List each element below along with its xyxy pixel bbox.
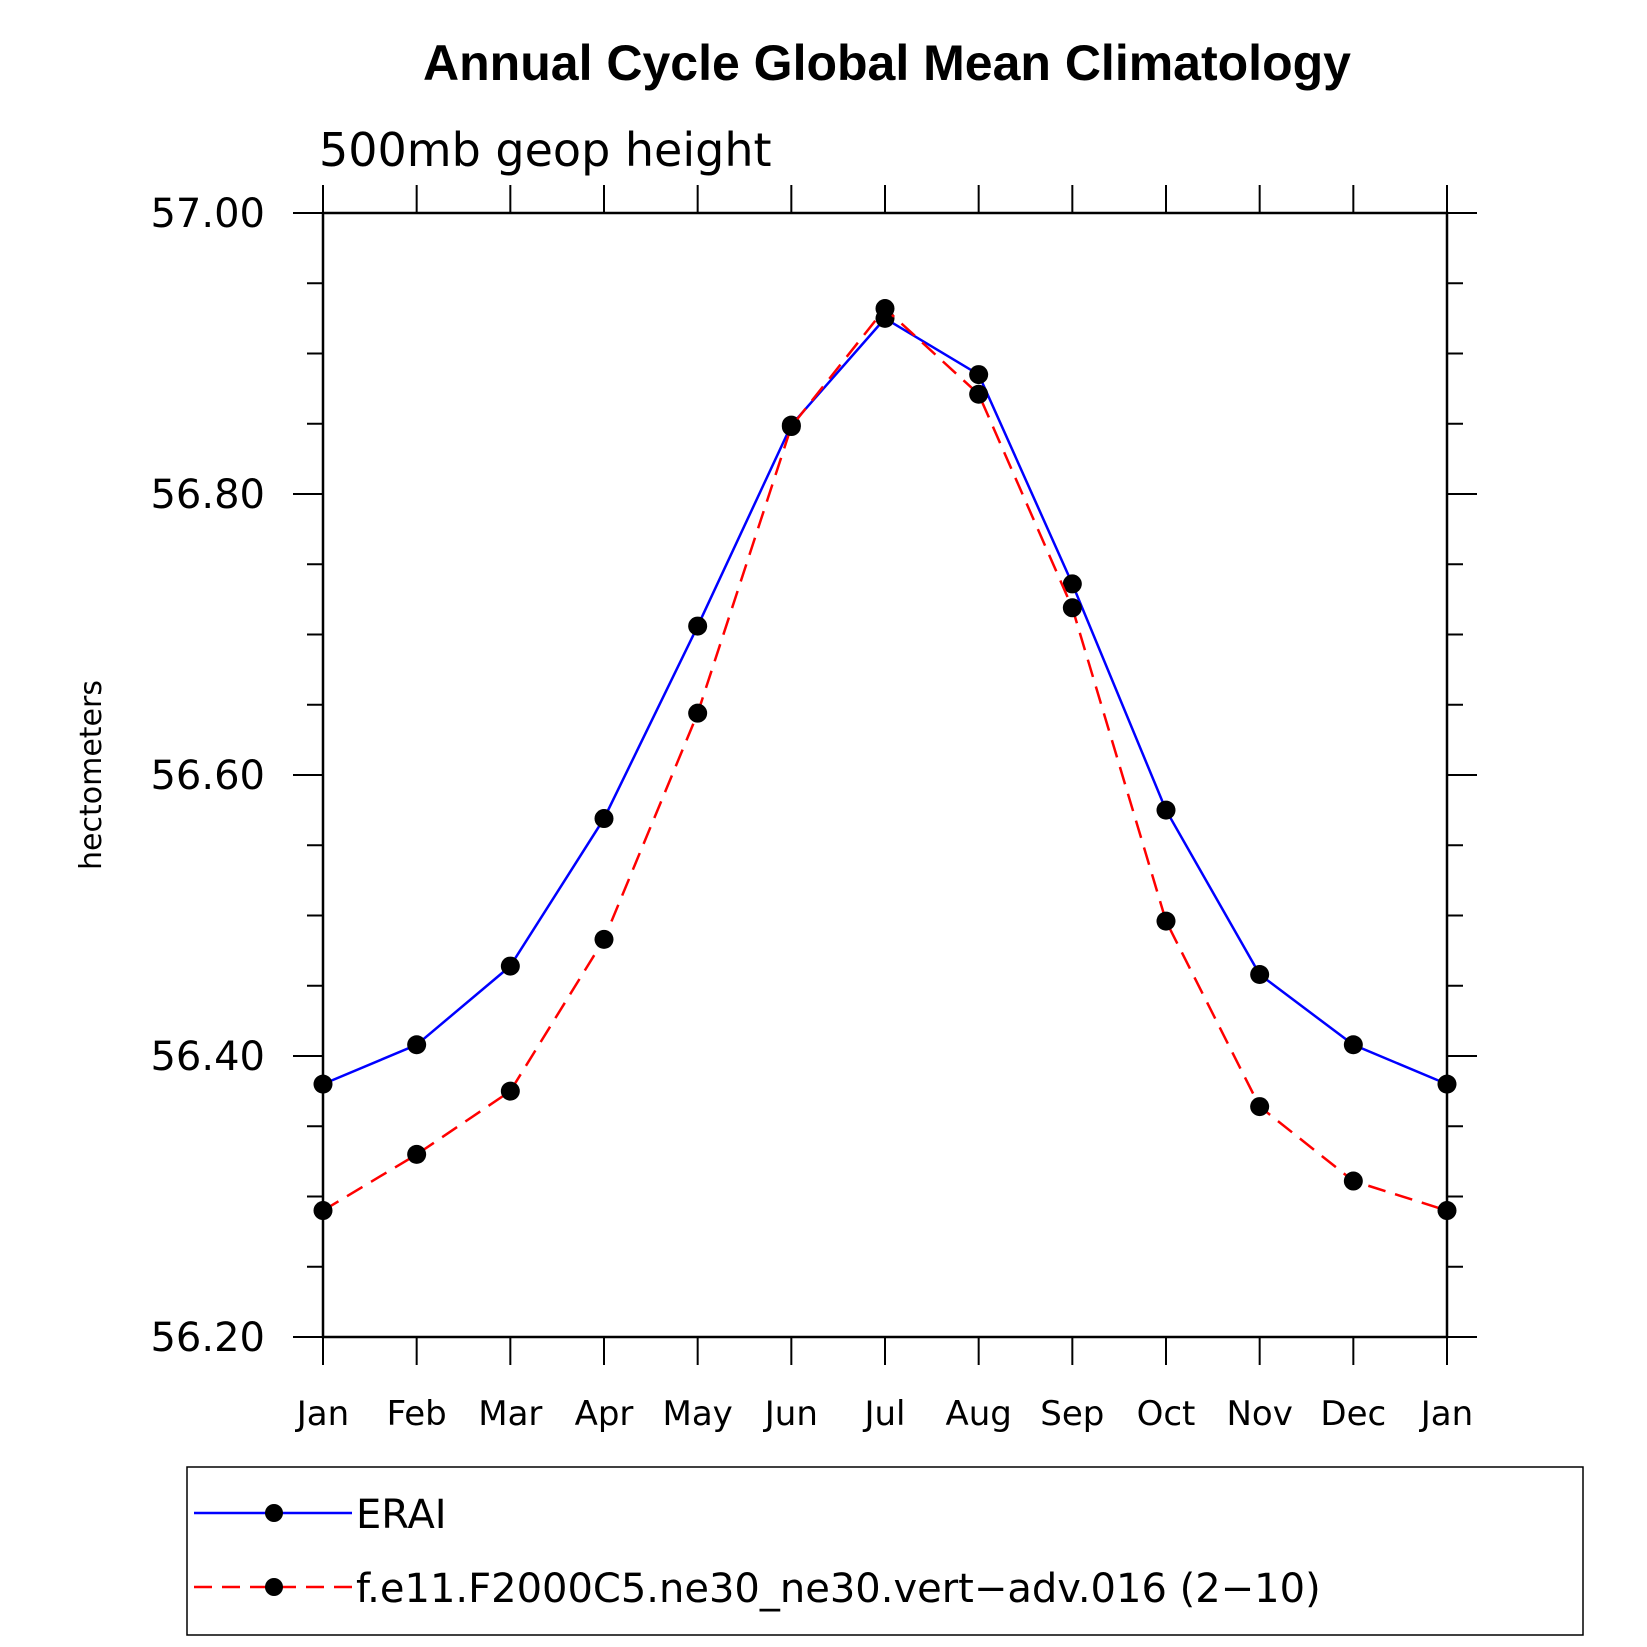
x-tick-label: May bbox=[663, 1394, 733, 1434]
data-point bbox=[875, 299, 895, 319]
data-point bbox=[1250, 1097, 1270, 1117]
data-point bbox=[1437, 1201, 1457, 1221]
y-tick-label: 56.60 bbox=[150, 753, 265, 799]
data-point bbox=[1062, 574, 1082, 594]
x-tick-label: Jun bbox=[763, 1394, 818, 1434]
legend-marker-model bbox=[265, 1578, 283, 1596]
data-point bbox=[594, 929, 614, 949]
legend-marker-erai bbox=[265, 1504, 283, 1522]
y-tick-label: 56.40 bbox=[150, 1034, 265, 1080]
y-axis-label: hectometers bbox=[74, 680, 109, 870]
data-point bbox=[1250, 965, 1270, 985]
x-tick-label: Aug bbox=[945, 1394, 1011, 1434]
legend-label-model: f.e11.F2000C5.ne30_ne30.vert−adv.016 (2−… bbox=[356, 1566, 1321, 1612]
x-tick-label: Jan bbox=[295, 1394, 349, 1434]
x-tick-labels: Jan Feb Mar Apr May Jun Jul Aug Sep Oct Nov Dec Jan bbox=[295, 1394, 1473, 1434]
y-tick-label: 56.80 bbox=[150, 472, 265, 518]
data-point bbox=[688, 703, 708, 723]
x-tick-label: Jul bbox=[862, 1394, 905, 1434]
data-point bbox=[1437, 1074, 1457, 1094]
data-point bbox=[313, 1201, 333, 1221]
x-tick-label: Oct bbox=[1137, 1394, 1196, 1434]
data-point bbox=[407, 1035, 427, 1055]
data-point bbox=[500, 956, 520, 976]
legend-box bbox=[186, 1466, 1584, 1636]
data-point bbox=[1343, 1171, 1363, 1191]
series-1 bbox=[313, 299, 1457, 1221]
axes bbox=[293, 185, 1477, 1365]
y-tick-labels: 56.20 56.40 56.60 56.80 57.00 bbox=[150, 191, 265, 1361]
x-tick-label: Sep bbox=[1040, 1394, 1104, 1434]
legend-label-erai: ERAI bbox=[356, 1492, 447, 1538]
data-point bbox=[688, 616, 708, 636]
data-point bbox=[781, 417, 801, 437]
data-point bbox=[1156, 911, 1176, 931]
data-point bbox=[1343, 1035, 1363, 1055]
x-tick-label: Nov bbox=[1226, 1394, 1292, 1434]
data-point bbox=[969, 384, 989, 404]
x-tick-label: Apr bbox=[575, 1394, 634, 1434]
chart-title: Annual Cycle Global Mean Climatology bbox=[423, 35, 1351, 91]
series-0 bbox=[313, 308, 1457, 1094]
data-point bbox=[1062, 598, 1082, 618]
chart-subtitle: 500mb geop height bbox=[319, 123, 772, 177]
data-point bbox=[313, 1074, 333, 1094]
y-tick-label: 57.00 bbox=[150, 191, 265, 237]
x-tick-label: Jan bbox=[1419, 1394, 1473, 1434]
series-line bbox=[322, 306, 1448, 1212]
data-point bbox=[500, 1081, 520, 1101]
data-point bbox=[969, 365, 989, 385]
data-point bbox=[407, 1144, 427, 1164]
y-tick-label: 56.20 bbox=[150, 1315, 265, 1361]
legend: ERAI f.e11.F2000C5.ne30_ne30.vert−adv.01… bbox=[186, 1466, 1584, 1636]
series-line bbox=[322, 316, 1448, 1086]
x-tick-label: Dec bbox=[1320, 1394, 1386, 1434]
plot-frame bbox=[321, 211, 1449, 1339]
series-layer bbox=[313, 299, 1457, 1221]
data-point bbox=[594, 809, 614, 829]
x-tick-label: Feb bbox=[387, 1394, 447, 1434]
x-tick-label: Mar bbox=[478, 1394, 542, 1434]
data-point bbox=[1156, 800, 1176, 820]
